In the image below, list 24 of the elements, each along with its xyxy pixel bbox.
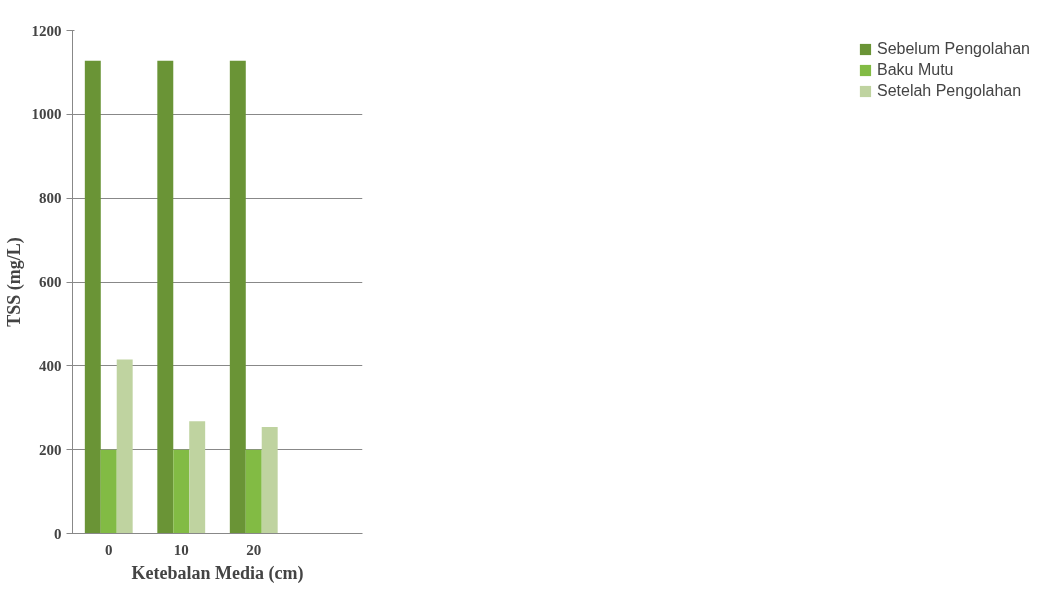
bar (157, 60, 174, 534)
y-tick-label: 600 (39, 274, 62, 290)
y-tick-label: 800 (39, 190, 62, 207)
bar (116, 359, 133, 534)
y-tick-label: 200 (39, 441, 62, 458)
bar (261, 427, 278, 534)
bar (229, 60, 246, 534)
x-tick-label: 0 (105, 541, 113, 558)
legend-label: Setelah Pengolahan (876, 82, 1022, 100)
y-tick-label: 1000 (31, 106, 62, 123)
legend-label: Sebelum Pengolahan (876, 40, 1030, 58)
x-tick-label: 10 (173, 541, 189, 558)
y-tick-label: 1200 (31, 22, 62, 39)
y-tick-label: 0 (54, 525, 62, 542)
y-tick-label: 400 (39, 357, 62, 374)
bar (100, 449, 117, 534)
legend-label: Baku Mutu (876, 61, 954, 79)
bar (173, 449, 190, 534)
bar (84, 60, 101, 534)
bar (189, 421, 206, 534)
x-tick-label: 20 (246, 541, 262, 558)
bar (245, 449, 262, 534)
x-axis-title: Ketebalan Media (cm) (131, 562, 304, 584)
y-axis-title: TSS (mg/L) (3, 237, 25, 327)
